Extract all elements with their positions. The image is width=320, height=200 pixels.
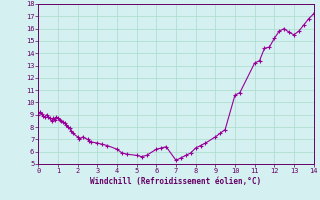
X-axis label: Windchill (Refroidissement éolien,°C): Windchill (Refroidissement éolien,°C) bbox=[91, 177, 261, 186]
